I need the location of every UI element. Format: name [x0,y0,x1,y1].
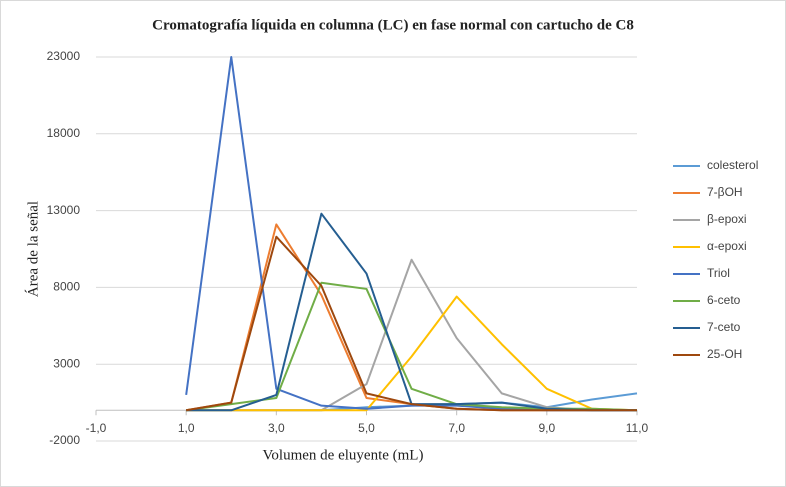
x-tick-label: 7,0 [448,421,465,435]
x-tick-label: 1,0 [178,421,195,435]
x-tick-label: 11,0 [626,421,649,435]
x-tick-label: 9,0 [538,421,555,435]
legend-label: 7-βOH [707,185,743,199]
y-tick-label: 8000 [53,280,80,294]
x-tick-label: 5,0 [358,421,375,435]
y-tick-label: 3000 [53,356,80,370]
y-tick-label: 13000 [47,203,81,217]
x-axis-label: Volumen de eluyente (mL) [263,447,424,463]
series-line [185,235,637,412]
y-tick-label: 23000 [47,49,81,63]
legend-label: 6-ceto [707,293,741,307]
y-tick-label: -2000 [49,433,80,447]
y-axis-label: Área de la señal [24,201,41,297]
x-tick-label: -1,0 [86,421,107,435]
legend-label: α-epoxi [707,239,747,253]
legend-label: 25-OH [707,347,742,361]
y-tick-label: 18000 [47,126,81,140]
legend-label: β-epoxi [707,212,747,226]
x-tick-label: 3,0 [268,421,285,435]
series-line [186,295,638,412]
legend-label: colesterol [707,158,758,172]
legend-label: 7-ceto [707,320,741,334]
chart-title: Cromatografía líquida en columna (LC) en… [152,17,634,33]
legend-label: Triol [707,266,730,280]
